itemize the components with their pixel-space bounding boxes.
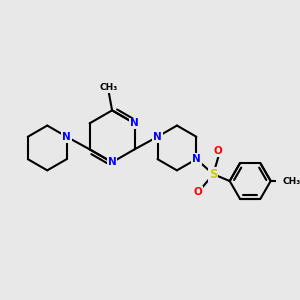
Text: N: N (62, 132, 71, 142)
Text: N: N (108, 157, 116, 167)
Text: N: N (192, 154, 201, 164)
Text: CH₃: CH₃ (282, 176, 300, 185)
Text: N: N (153, 132, 162, 142)
Text: CH₃: CH₃ (100, 83, 118, 92)
Text: O: O (214, 146, 223, 156)
Text: N: N (130, 118, 139, 128)
Text: O: O (193, 187, 202, 197)
Text: S: S (209, 168, 218, 181)
